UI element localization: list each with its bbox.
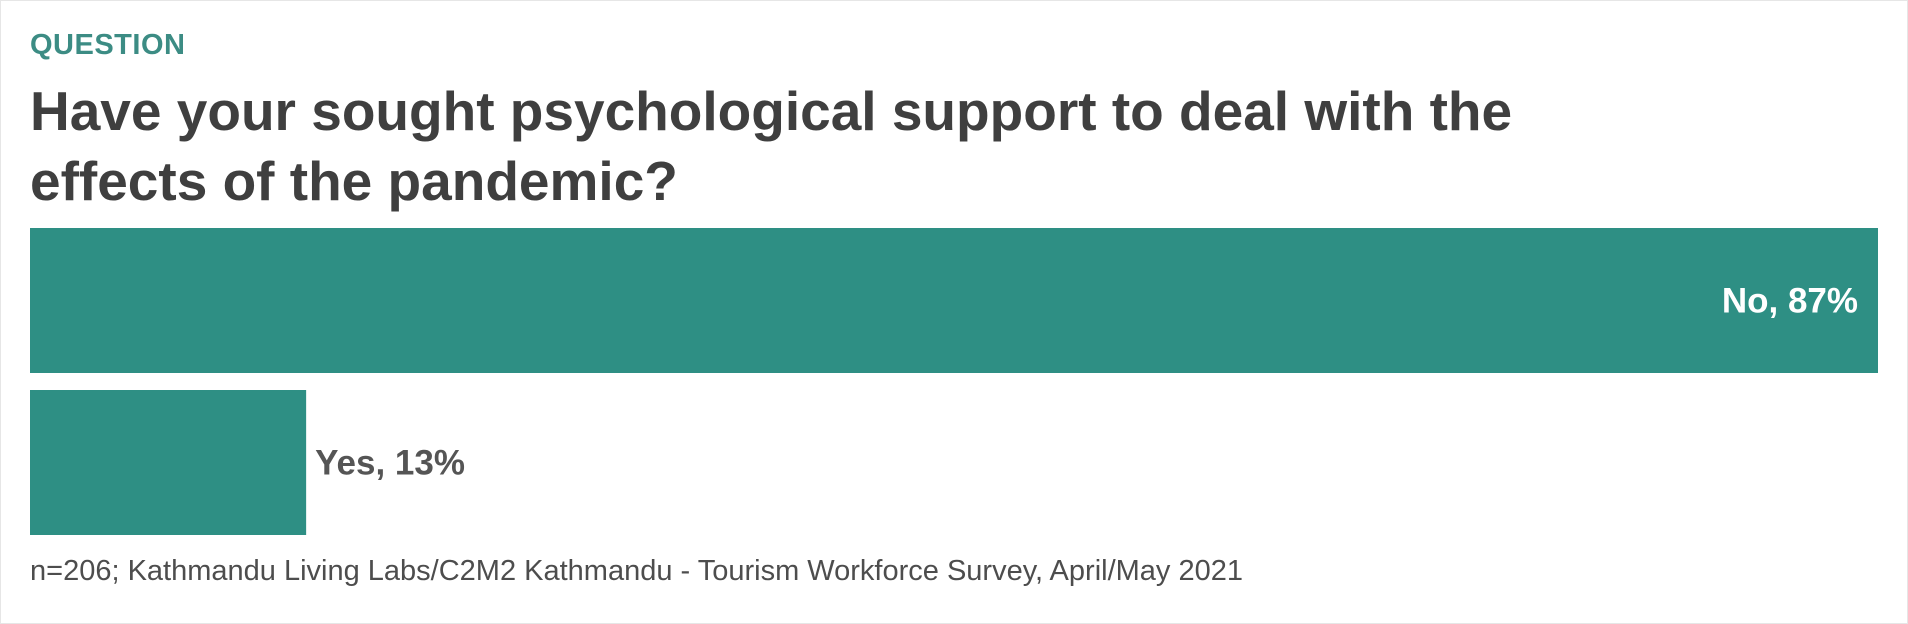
bar-label-no: No, 87% <box>1722 282 1858 321</box>
question-kicker: QUESTION <box>30 29 186 61</box>
bar-yes <box>30 390 307 535</box>
bar-label-yes: Yes, 13% <box>315 444 465 483</box>
chart-title: Have your sought psychological support t… <box>30 80 1513 212</box>
source-note: n=206; Kathmandu Living Labs/C2M2 Kathma… <box>30 555 1243 587</box>
bar-no <box>30 228 1878 373</box>
bars-layer: No, 87% Yes, 13% <box>30 228 1878 535</box>
